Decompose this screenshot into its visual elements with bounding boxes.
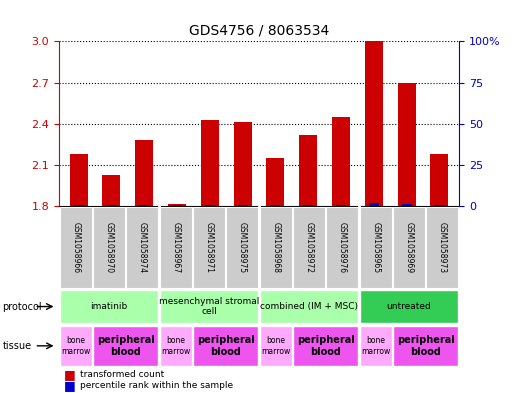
Bar [393,207,425,288]
Bar [266,158,285,206]
Bar [70,154,88,206]
Text: GDS4756 / 8063534: GDS4756 / 8063534 [189,23,329,37]
Text: protocol: protocol [3,301,42,312]
Bar [402,204,411,206]
Bar [426,207,459,288]
Bar [160,325,192,366]
Text: GSM1058973: GSM1058973 [438,222,447,273]
Text: GSM1058967: GSM1058967 [171,222,180,273]
Bar [60,207,92,288]
Bar [260,290,359,323]
Bar [360,207,392,288]
Text: bone
marrow: bone marrow [261,336,290,356]
Text: peripheral
blood: peripheral blood [397,335,455,356]
Bar [201,119,219,206]
Bar [168,204,186,206]
Bar [140,205,149,206]
Bar [398,83,416,206]
Bar [193,207,225,288]
Bar [332,117,350,206]
Bar [160,290,259,323]
Bar [299,135,317,206]
Text: peripheral
blood: peripheral blood [97,335,154,356]
Text: GSM1058968: GSM1058968 [271,222,280,273]
Text: percentile rank within the sample: percentile rank within the sample [80,382,232,390]
Text: ■: ■ [64,379,76,393]
Bar [226,207,259,288]
Text: tissue: tissue [3,341,32,351]
Text: peripheral
blood: peripheral blood [297,335,354,356]
Bar [126,207,159,288]
Text: GSM1058972: GSM1058972 [305,222,313,273]
Bar [393,325,459,366]
Text: GSM1058974: GSM1058974 [138,222,147,273]
Text: GSM1058975: GSM1058975 [238,222,247,273]
Text: bone
marrow: bone marrow [161,336,190,356]
Text: bone
marrow: bone marrow [61,336,90,356]
Bar [435,205,444,206]
Bar [365,41,383,206]
Bar [93,325,159,366]
Bar [135,140,153,206]
Text: peripheral
blood: peripheral blood [197,335,254,356]
Bar [360,290,459,323]
Text: combined (IM + MSC): combined (IM + MSC) [260,302,358,311]
Bar [336,205,346,206]
Bar [160,207,192,288]
Bar [60,290,159,323]
Text: untreated: untreated [387,302,431,311]
Bar [326,207,359,288]
Bar [303,205,313,206]
Bar [103,174,121,206]
Bar [260,207,292,288]
Text: GSM1058965: GSM1058965 [371,222,380,273]
Text: GSM1058969: GSM1058969 [405,222,413,273]
Text: GSM1058970: GSM1058970 [105,222,113,273]
Bar [93,207,125,288]
Bar [369,203,379,206]
Bar [260,325,292,366]
Bar [270,205,281,206]
Text: GSM1058966: GSM1058966 [71,222,80,273]
Bar [107,205,116,206]
Bar [233,122,252,206]
Text: ■: ■ [64,367,76,381]
Bar [293,207,325,288]
Bar [238,205,248,206]
Bar [205,205,215,206]
Text: bone
marrow: bone marrow [361,336,390,356]
Bar [430,154,448,206]
Text: transformed count: transformed count [80,370,164,378]
Text: mesenchymal stromal
cell: mesenchymal stromal cell [159,297,259,316]
Text: imatinib: imatinib [90,302,128,311]
Bar [60,325,92,366]
Text: GSM1058971: GSM1058971 [205,222,213,273]
Bar [293,325,359,366]
Text: GSM1058976: GSM1058976 [338,222,347,273]
Bar [193,325,259,366]
Bar [74,205,84,206]
Bar [360,325,392,366]
